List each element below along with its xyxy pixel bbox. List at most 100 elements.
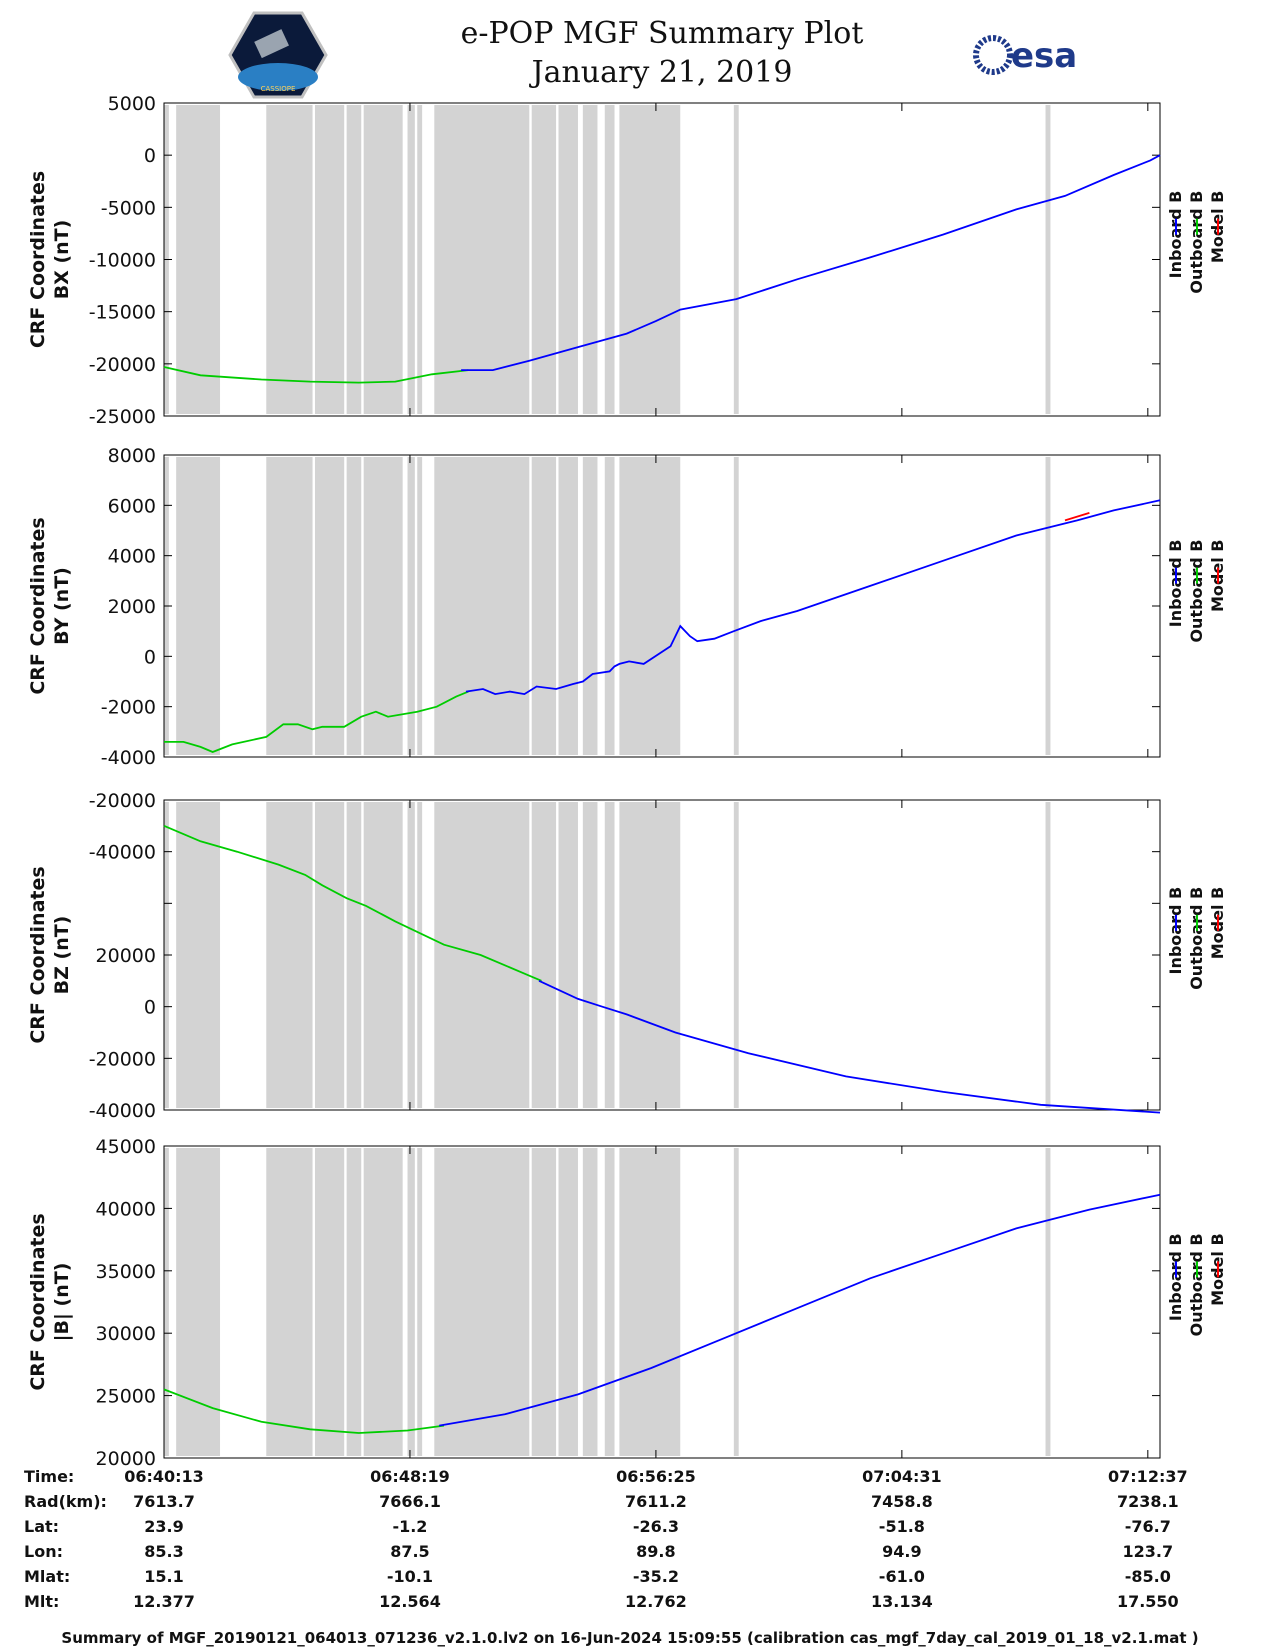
title-line1: e-POP MGF Summary Plot [461, 16, 864, 51]
orbit-value: 7613.7 [133, 1492, 195, 1511]
y-axis-label-line1: CRF Coordinates [27, 866, 49, 1043]
data-gap-band [176, 802, 221, 1108]
orbit-value: 94.9 [882, 1542, 921, 1561]
orbit-value: 12.377 [133, 1592, 195, 1611]
orbit-value: -85.0 [1125, 1567, 1171, 1586]
legend-label: Outboard B [1187, 1233, 1206, 1336]
y-axis-label-line2: |B| (nT) [51, 1263, 73, 1342]
data-gap-band [363, 1148, 403, 1456]
data-gap-band [266, 105, 313, 414]
data-gap-band [733, 457, 739, 755]
data-gap-band [346, 105, 362, 414]
y-tick-label: 8000 [108, 445, 156, 467]
data-gap-band [176, 105, 221, 414]
panel-1: 5000 0 -5000 -10000 -15000 -20000 -25000 CRF Co… [27, 93, 1227, 428]
orbit-value: 17.550 [1117, 1592, 1179, 1611]
orbit-value: -61.0 [879, 1567, 925, 1586]
orbit-value: 13.134 [871, 1592, 933, 1611]
orbit-value: 07:12:37 [1108, 1467, 1188, 1486]
series-line-inboard-b [461, 154, 1161, 371]
data-gap-band [314, 105, 345, 414]
data-gap-band [582, 1148, 598, 1456]
orbit-row-label: Mlat: [24, 1567, 70, 1586]
data-gap-band [434, 1148, 530, 1456]
y-tick-label: -20000 [89, 1048, 156, 1070]
y-tick-label: 6000 [108, 495, 156, 517]
data-gap-band [1045, 802, 1051, 1108]
data-gap-band [346, 802, 362, 1108]
data-gap-band [434, 105, 530, 414]
y-tick-label: -25000 [89, 406, 156, 428]
orbit-value: 06:56:25 [616, 1467, 696, 1486]
data-gap-band [407, 105, 415, 414]
data-gap-band [363, 457, 403, 755]
data-gap-band [733, 1148, 739, 1456]
y-tick-label: 4000 [108, 546, 156, 568]
data-gap-band [582, 105, 598, 414]
orbit-value: -10.1 [387, 1567, 433, 1586]
orbit-value: 7611.2 [625, 1492, 687, 1511]
y-tick-label: 0 [144, 145, 156, 167]
esa-wordmark: esa [1011, 36, 1077, 76]
data-gap-band [1045, 105, 1051, 414]
orbit-value: -76.7 [1125, 1517, 1171, 1536]
data-gap-band [176, 1148, 221, 1456]
y-tick-label: 35000 [96, 1261, 156, 1283]
data-gap-band [558, 802, 578, 1108]
data-gap-band [582, 457, 598, 755]
data-gap-band [363, 802, 403, 1108]
series-line-outboard-b [163, 1388, 445, 1434]
data-gap-band [266, 457, 313, 755]
legend-label: Outboard B [1187, 887, 1206, 990]
orbit-row-label: Lat: [24, 1517, 59, 1536]
data-gap-band [164, 1148, 169, 1456]
esa-logo: esa [973, 35, 1077, 76]
y-tick-label: 2000 [108, 596, 156, 618]
y-tick-label: -5000 [101, 197, 156, 219]
data-gap-band [558, 1148, 578, 1456]
orbit-value: -51.8 [879, 1517, 925, 1536]
data-gap-band [558, 457, 578, 755]
series-line-inboard-b [465, 499, 1161, 696]
orbit-value: -35.2 [633, 1567, 679, 1586]
orbit-value: 89.8 [636, 1542, 675, 1561]
series-line-outboard-b [163, 366, 469, 384]
y-axis-label-line1: CRF Coordinates [27, 517, 49, 694]
orbit-value: 7458.8 [871, 1492, 933, 1511]
panel-2: 8000 6000 4000 2000 0 -2000 -4000 CRF Coordinat… [27, 445, 1227, 769]
data-gap-band [314, 802, 345, 1108]
plot-frame [163, 1145, 1161, 1459]
y-tick-label: -40000 [89, 842, 156, 864]
y-axis-label-line1: CRF Coordinates [27, 1213, 49, 1390]
orbit-value: -1.2 [392, 1517, 427, 1536]
data-gap-band [619, 105, 681, 414]
orbit-value: 85.3 [144, 1542, 183, 1561]
data-gap-band [1045, 1148, 1051, 1456]
series-line-inboard-b [439, 1193, 1161, 1427]
data-gap-band [531, 105, 557, 414]
data-gap-band [346, 457, 362, 755]
y-tick-label: 25000 [96, 1386, 156, 1408]
data-gap-band [314, 1148, 345, 1456]
panel-4: 45000 40000 35000 30000 25000 20000 CRF Coordi… [27, 1136, 1227, 1470]
y-tick-label: 20000 [96, 945, 156, 967]
orbit-row-label: Time: [24, 1467, 74, 1486]
data-gap-band [266, 802, 313, 1108]
data-gap-band [407, 1148, 415, 1456]
y-axis-label-line2: BY (nT) [51, 567, 73, 645]
y-tick-label: 0 [144, 646, 156, 668]
data-gap-band [604, 457, 615, 755]
data-gap-band [417, 1148, 423, 1456]
data-gap-band [733, 105, 739, 414]
data-gap-band [176, 457, 221, 755]
series-line-outboard-b [163, 824, 542, 982]
data-gap-band [407, 457, 415, 755]
data-gap-band [619, 457, 681, 755]
orbit-value: 7238.1 [1117, 1492, 1179, 1511]
y-tick-label: -20000 [89, 354, 156, 376]
legend-label: Outboard B [1187, 191, 1206, 294]
orbit-value: 12.762 [625, 1592, 687, 1611]
orbit-table: Time: Rad(km): Lat: Lon: Mlat: Mlt: 06:40:13 76… [24, 1467, 1188, 1611]
y-tick-label: 20000 [96, 1448, 156, 1470]
